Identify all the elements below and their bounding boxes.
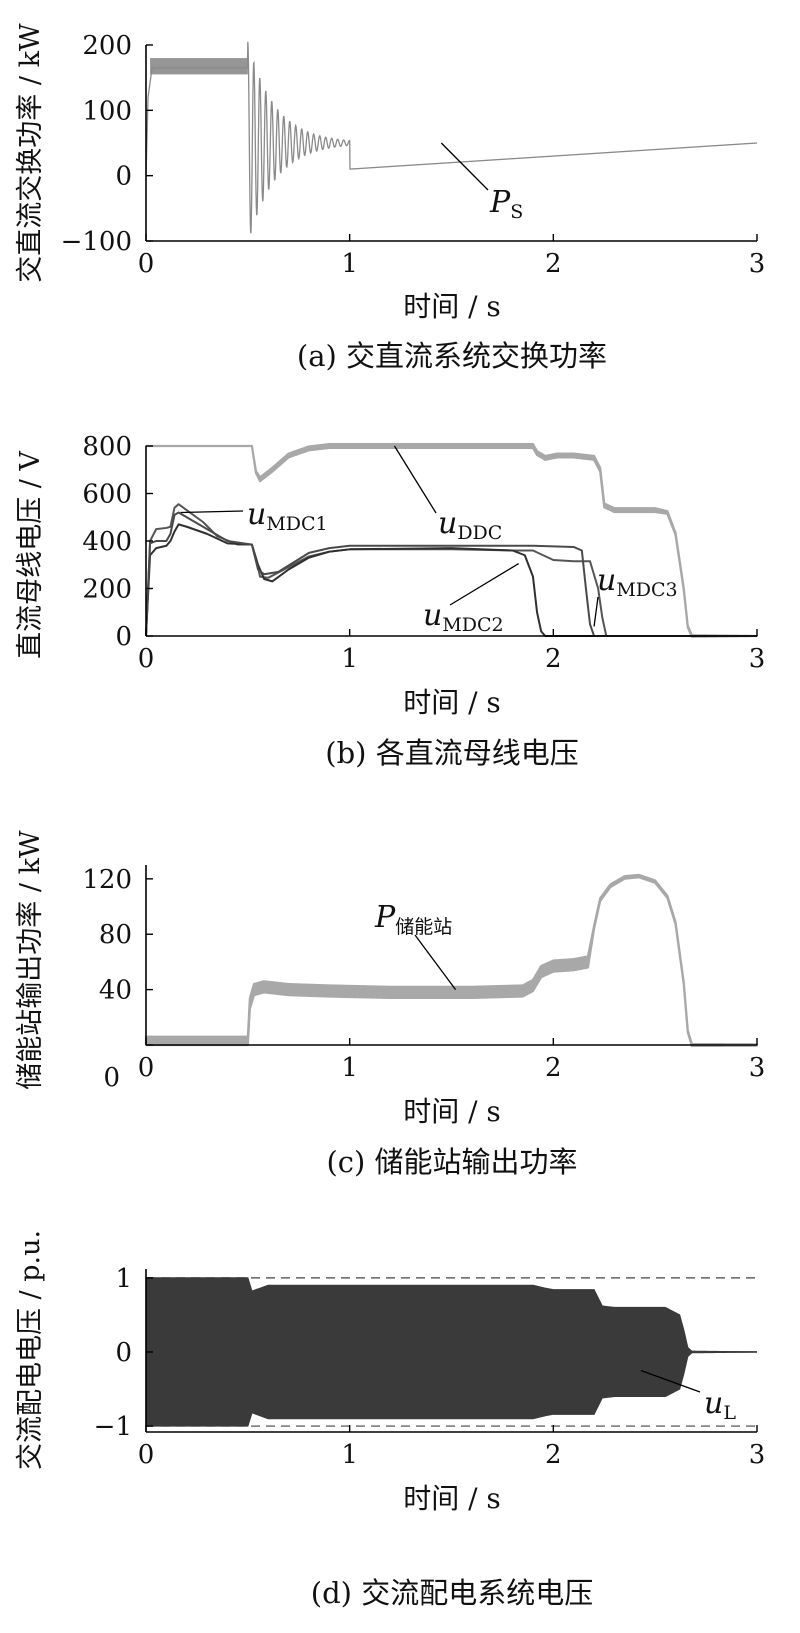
panel-b-x-tick-label: 2 bbox=[545, 644, 562, 674]
series-P储能站 bbox=[144, 873, 759, 1048]
panel-b-x-tick-label: 3 bbox=[749, 644, 766, 674]
series-uDDC-label: uDDC bbox=[438, 506, 502, 544]
panel-d-y-tick-label: 0 bbox=[115, 1338, 132, 1368]
series-uMDC2-label: uMDC2 bbox=[423, 598, 504, 636]
series-uL bbox=[145, 1277, 758, 1427]
series-uMDC3 bbox=[145, 511, 757, 637]
series-uL-label: uL bbox=[704, 1386, 736, 1424]
panel-a-x-tick-label: 3 bbox=[749, 249, 766, 279]
panel-d-y-tick-label: 1 bbox=[115, 1264, 132, 1294]
series-uMDC1-leader bbox=[180, 510, 244, 514]
panel-d-caption: (d) 交流配电系统电压 bbox=[311, 1576, 593, 1610]
series-uMDC2 bbox=[145, 523, 757, 637]
panel-c-x-tick-label: 1 bbox=[341, 1053, 358, 1083]
panel-c-x-tick-label: 0 bbox=[138, 1053, 155, 1083]
panel-c-x-tick-label: 3 bbox=[749, 1053, 766, 1083]
panel-d: 0 1 2 3−101 时间 / s 交流配电电压 / p.u. (d) 交流配电系统… bbox=[15, 1230, 765, 1610]
panel-a-x-tick-label: 0 bbox=[138, 249, 155, 279]
panel-c-y-tick-label: 120 bbox=[82, 865, 132, 895]
series-uMDC3-leader bbox=[593, 596, 599, 627]
panel-b-y-label: 直流母线电压 / V bbox=[15, 451, 46, 659]
panel-c-caption: (c) 储能站输出功率 bbox=[326, 1145, 577, 1179]
series-PS-leader bbox=[440, 142, 489, 191]
series-uL-leader bbox=[640, 1369, 701, 1393]
panel-b-x-tick-label: 0 bbox=[138, 644, 155, 674]
series-uMDC1-label: uMDC1 bbox=[247, 497, 328, 535]
panel-b-y-tick-label: 800 bbox=[82, 432, 132, 462]
panel-b-y-tick-label: 200 bbox=[82, 575, 132, 605]
panel-b-y-tick-label: 600 bbox=[82, 480, 132, 510]
panel-d-x-tick-label: 2 bbox=[545, 1440, 562, 1470]
panel-b-x-label: 时间 / s bbox=[403, 686, 501, 719]
panel-a-x-tick-label: 1 bbox=[341, 249, 358, 279]
series-PS bbox=[145, 41, 758, 234]
series-P储能站-label: P储能站 bbox=[374, 900, 452, 938]
panel-c: 0 1 2 3 40 80 120 0 时间 / s 储能站输出功率 / kW (c) 储能站… bbox=[15, 830, 765, 1179]
panel-b-y-tick-label: 0 bbox=[115, 622, 132, 652]
panel-a-caption: (a) 交直流系统交换功率 bbox=[297, 339, 607, 373]
panel-d-y-label: 交流配电电压 / p.u. bbox=[15, 1230, 46, 1470]
panel-c-x-tick-label: 2 bbox=[545, 1053, 562, 1083]
panel-a-y-tick-label: −100 bbox=[61, 227, 132, 257]
series-uDDC-leader bbox=[393, 445, 437, 514]
panel-d-x-label: 时间 / s bbox=[403, 1482, 501, 1515]
series-PS-band bbox=[150, 58, 248, 75]
panel-d-x-tick-label: 0 bbox=[138, 1440, 155, 1470]
panel-a-x-tick-label: 2 bbox=[545, 249, 562, 279]
series-uMDC2-leader bbox=[449, 563, 520, 606]
panel-a-y-tick-label: 0 bbox=[115, 162, 132, 192]
panel-c-y-tick-label: 40 bbox=[99, 976, 132, 1006]
panel-d-x-tick-label: 1 bbox=[341, 1440, 358, 1470]
panel-c-x-label: 时间 / s bbox=[403, 1095, 501, 1128]
panel-a-y-label: 交直流交换功率 / kW bbox=[15, 23, 46, 283]
panel-d-y-tick-label: −1 bbox=[94, 1412, 132, 1442]
panel-c-y-tick-label: 80 bbox=[99, 920, 132, 950]
panel-d-x-tick-label: 3 bbox=[749, 1440, 766, 1470]
panel-b-y-tick-label: 400 bbox=[82, 527, 132, 557]
panel-b-x-tick-label: 1 bbox=[341, 644, 358, 674]
panel-a-y-tick-label: 100 bbox=[82, 96, 132, 126]
panel-c-y-label: 储能站输出功率 / kW bbox=[15, 830, 46, 1090]
panel-c-y-tick-label: 0 bbox=[103, 1063, 120, 1093]
panel-b: 0 1 2 3 0 200 400 600 800 时间 / s 直流母线电压 / V (b) … bbox=[15, 432, 765, 770]
series-P储能站-leader bbox=[414, 934, 457, 991]
panel-a-y-tick-label: 200 bbox=[82, 31, 132, 61]
series-uMDC3-label: uMDC3 bbox=[597, 563, 678, 601]
panel-b-caption: (b) 各直流母线电压 bbox=[325, 736, 578, 770]
panel-a-x-label: 时间 / s bbox=[403, 290, 501, 323]
series-PS-label: PS bbox=[489, 185, 523, 223]
